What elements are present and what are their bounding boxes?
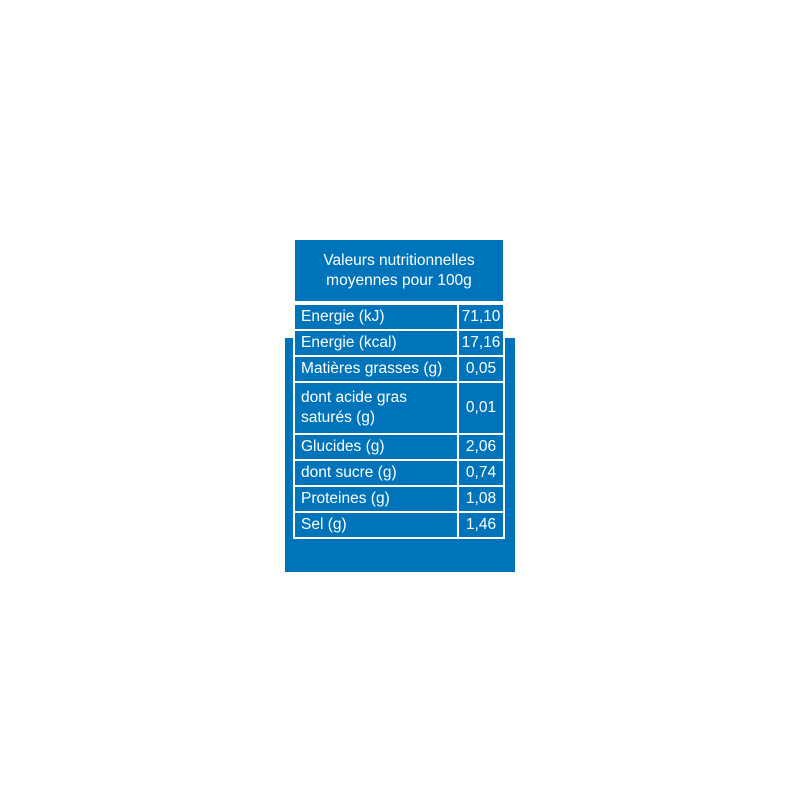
header-line-2: moyennes pour 100g — [326, 271, 472, 289]
header-line-1: Valeurs nutritionnelles — [323, 251, 475, 269]
row-label: dont sucre (g) — [295, 461, 457, 485]
table-row: Sel (g) 1,46 — [295, 513, 503, 537]
table-row: Matières grasses (g) 0,05 — [295, 357, 503, 381]
table-row: Glucides (g) 2,06 — [295, 435, 503, 459]
table-row: Proteines (g) 1,08 — [295, 487, 503, 511]
row-value: 2,06 — [459, 435, 503, 459]
table-row: Energie (kcal) 17,16 — [295, 331, 503, 355]
row-value: 1,46 — [459, 513, 503, 537]
row-value: 0,01 — [459, 383, 503, 433]
table-header: Valeurs nutritionnelles moyennes pour 10… — [295, 240, 503, 301]
row-label: Energie (kcal) — [295, 331, 457, 355]
row-value: 17,16 — [459, 331, 503, 355]
row-value: 1,08 — [459, 487, 503, 511]
table-row: Energie (kJ) 71,10 — [295, 305, 503, 329]
row-value: 71,10 — [459, 305, 503, 329]
table-row: dont sucre (g) 0,74 — [295, 461, 503, 485]
row-label: Proteines (g) — [295, 487, 457, 511]
nutrition-table: Valeurs nutritionnelles moyennes pour 10… — [293, 238, 505, 539]
row-value: 0,05 — [459, 357, 503, 381]
row-label-line-2: saturés (g) — [301, 409, 376, 426]
row-label-line-1: dont acide gras — [301, 389, 407, 406]
row-label: Glucides (g) — [295, 435, 457, 459]
row-label: Matières grasses (g) — [295, 357, 457, 381]
table-row: dont acide gras saturés (g) 0,01 — [295, 383, 503, 433]
row-label: Energie (kJ) — [295, 305, 457, 329]
row-value: 0,74 — [459, 461, 503, 485]
row-label: Sel (g) — [295, 513, 457, 537]
row-label: dont acide gras saturés (g) — [295, 383, 457, 433]
